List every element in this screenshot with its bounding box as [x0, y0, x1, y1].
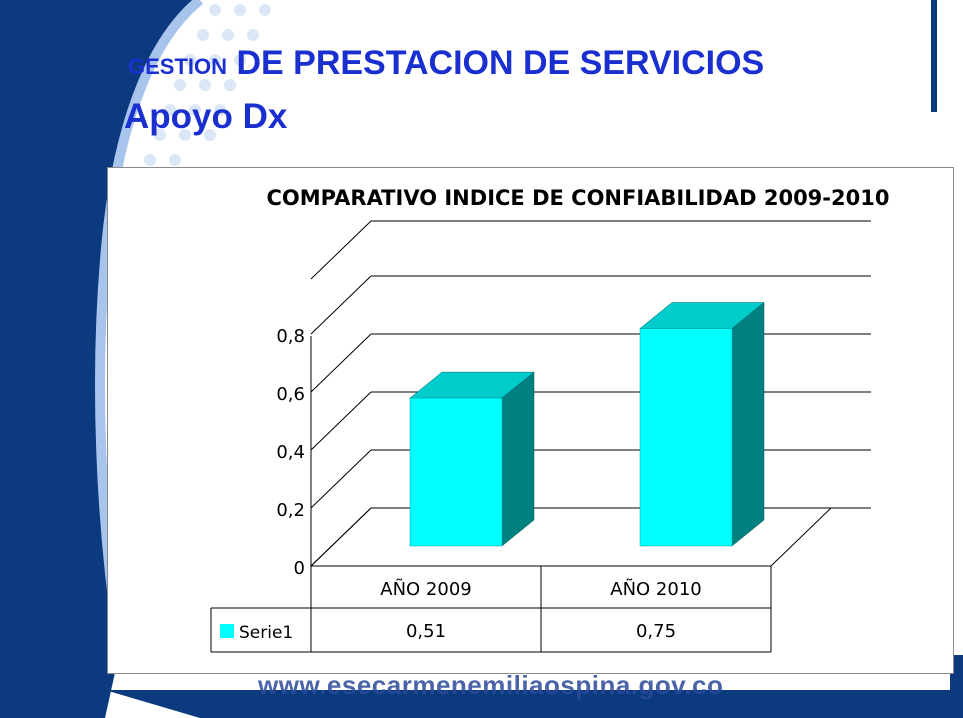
y-tick-label: 0,4	[276, 442, 305, 463]
data-label: 0,75	[636, 621, 676, 642]
slide-title-rest: DE PRESTACION DE SERVICIOS	[236, 44, 765, 82]
gridline-side	[310, 449, 372, 509]
chart-container: COMPARATIVO INDICE DE CONFIABILIDAD 2009…	[107, 167, 954, 674]
gridline-side	[310, 333, 372, 393]
slide-title-small: GESTION	[128, 54, 228, 79]
chart-title: COMPARATIVO INDICE DE CONFIABILIDAD 2009…	[267, 186, 890, 210]
legend-label: Serie1	[239, 623, 293, 643]
bar	[639, 328, 733, 547]
bar-side	[731, 301, 765, 547]
y-tick-label: 0,2	[276, 500, 305, 521]
gridline-side	[310, 507, 372, 567]
slide-title: GESTION DE PRESTACION DE SERVICIOS	[128, 44, 764, 83]
bar	[409, 397, 503, 547]
slide-subtitle: Apoyo Dx	[124, 97, 288, 136]
data-label: 0,51	[406, 621, 446, 642]
legend-swatch	[220, 624, 234, 638]
gridline-side	[310, 275, 372, 335]
bar-side	[501, 371, 535, 547]
x-tick-label: AÑO 2009	[380, 578, 471, 600]
y-tick-label: 0,6	[276, 384, 305, 405]
x-tick-label: AÑO 2010	[610, 578, 701, 600]
footer-url: www.esecarmenemiliaospina.gov.co	[258, 670, 724, 700]
y-tick-label: 0	[294, 558, 305, 579]
gridline-side	[310, 391, 372, 451]
gridline-side	[310, 220, 372, 280]
bar-chart: COMPARATIVO INDICE DE CONFIABILIDAD 2009…	[210, 186, 890, 653]
y-tick-label: 0,8	[276, 326, 305, 347]
